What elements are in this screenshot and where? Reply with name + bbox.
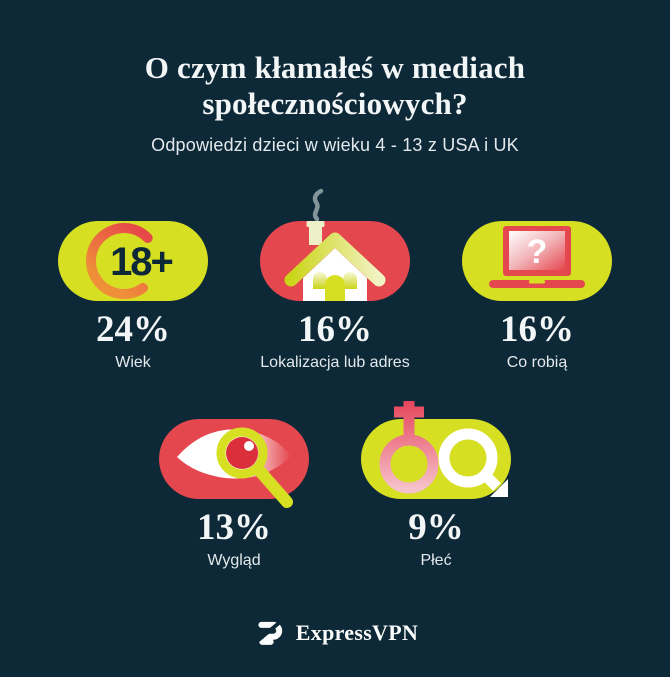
header: O czym kłamałeś w mediach społecznościow…	[0, 0, 670, 156]
stat-percent: 9%	[408, 506, 464, 548]
stat-label: Co robią	[506, 353, 568, 371]
stat-item-age: 18+ 24% Wiek	[32, 181, 234, 372]
stat-label: Wygląd	[207, 551, 261, 569]
title-line-2: społecznościowych?	[202, 85, 468, 121]
stat-label: Lokalizacja lub adres	[260, 353, 410, 371]
page-title: O czym kłamałeś w mediach społecznościow…	[0, 50, 670, 122]
laptop-question-icon: ?	[462, 220, 612, 301]
stats-row-1: 18+ 24% Wiek	[0, 181, 670, 372]
eye-magnifier-icon	[159, 418, 309, 508]
smoke-shape	[312, 188, 324, 222]
stat-item-gender: 9% Płeć	[335, 379, 537, 570]
stats-row-2: 13% Wygląd 9% Płeć	[0, 379, 670, 570]
age-18plus-text: 18+	[110, 240, 172, 284]
stat-percent: 16%	[298, 308, 372, 350]
house-icon	[260, 188, 410, 301]
question-mark-text: ?	[527, 233, 548, 271]
footer-brand: ExpressVPN	[0, 618, 670, 647]
stat-item-location: 16% Lokalizacja lub adres	[234, 181, 436, 372]
page-subtitle: Odpowiedzi dzieci w wieku 4 - 13 z USA i…	[151, 134, 519, 155]
stat-percent: 24%	[96, 308, 170, 350]
stat-percent: 13%	[197, 506, 271, 548]
stat-label: Wiek	[115, 353, 151, 371]
stat-percent: 16%	[500, 308, 574, 350]
expressvpn-logo-icon	[254, 619, 283, 645]
stat-label: Płeć	[420, 551, 452, 569]
age-18plus-icon: 18+	[58, 220, 208, 301]
brand-name: ExpressVPN	[295, 619, 419, 645]
stat-item-activity: ? 16% Co robią	[436, 181, 638, 372]
title-line-1: O czym kłamałeś w mediach	[144, 50, 526, 85]
gender-symbols-icon	[361, 400, 511, 499]
stat-item-appearance: 13% Wygląd	[133, 379, 335, 570]
